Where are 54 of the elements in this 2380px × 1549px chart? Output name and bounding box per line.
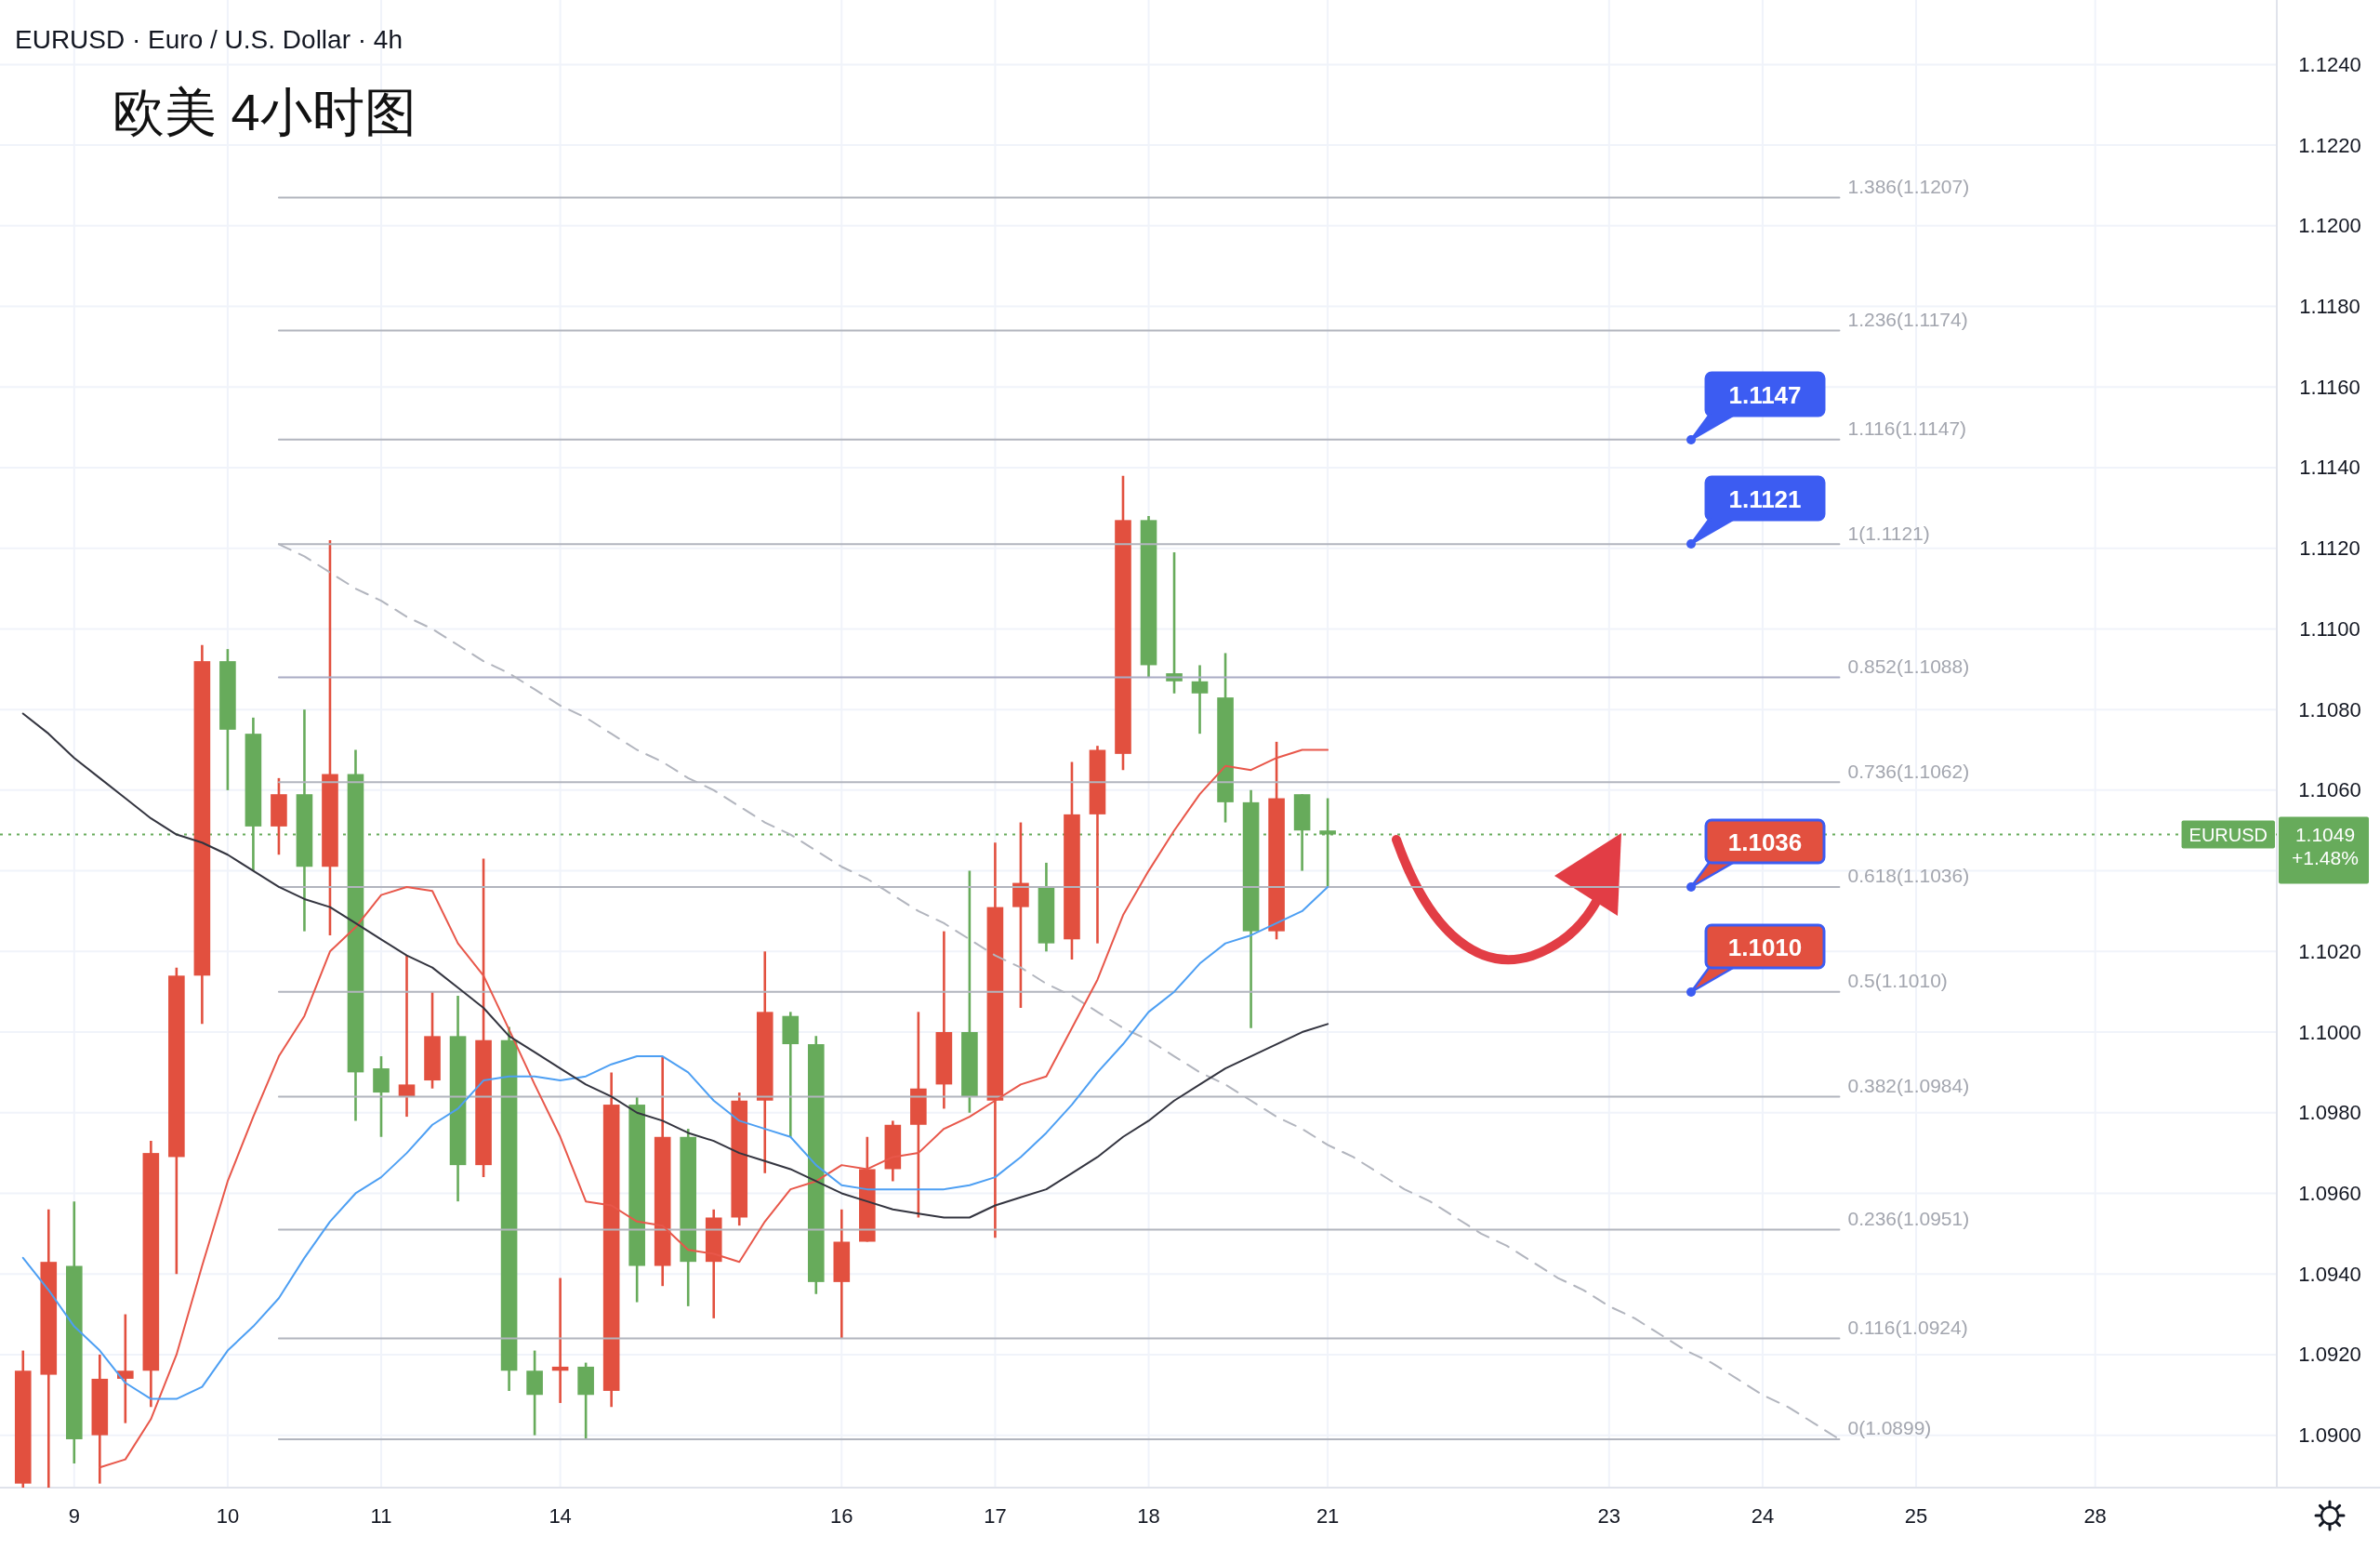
y-tick-label: 1.0980: [2298, 1101, 2361, 1125]
callout: 1.1147: [1686, 371, 1826, 444]
x-tick-label: 17: [984, 1503, 1007, 1528]
x-tick-label: 24: [1751, 1503, 1775, 1528]
y-tick-label: 1.1120: [2299, 536, 2360, 561]
callout: 1.1010: [1686, 923, 1826, 997]
annotation: 1.1036: [1727, 828, 1803, 856]
x-tick-label: 25: [1904, 1503, 1928, 1528]
series-label: 0(1.0899): [1847, 1417, 1932, 1439]
x-tick-label: 18: [1137, 1503, 1160, 1528]
y-tick-label: 1.1220: [2298, 133, 2361, 157]
ref-line-label: EURUSD: [2188, 824, 2268, 845]
x-tick-label: 23: [1597, 1503, 1621, 1528]
y-tick-label: 1.1180: [2299, 295, 2360, 319]
callout: 1.1036: [1686, 818, 1826, 892]
series-label: 1.236(1.1174): [1847, 309, 1968, 331]
annotation: 1.1147: [1728, 381, 1802, 409]
text: 欧美 4小时图: [112, 83, 416, 141]
y-tick-label: 1.1020: [2298, 939, 2361, 963]
series-label: 0.736(1.1062): [1847, 760, 1970, 782]
series-label: 1(1.1121): [1847, 522, 1930, 544]
y-tick-label: 1.1140: [2299, 456, 2360, 480]
y-tick-label: 1.1080: [2298, 697, 2361, 722]
series-label: 0.852(1.1088): [1847, 655, 1970, 677]
y-tick-label: 1.0900: [2298, 1423, 2361, 1448]
x-tick-label: 14: [549, 1503, 572, 1528]
annotation: 1.1121: [1728, 485, 1802, 513]
y-tick-label: 1.1200: [2298, 214, 2361, 238]
y-tick-label: 1.1160: [2299, 375, 2360, 399]
x-tick-label: 11: [370, 1503, 392, 1528]
ref-label: EURUSD: [2181, 820, 2275, 849]
callout: 1.1121: [1686, 475, 1826, 549]
price-tag: 1.1049 +1.48%: [2279, 816, 2369, 884]
x-tick-label: 9: [68, 1503, 80, 1528]
x-tick-label: 16: [830, 1503, 853, 1528]
x-tick-label: 21: [1316, 1503, 1340, 1528]
series-label: 0.116(1.0924): [1847, 1317, 1968, 1339]
x-tick-label: 28: [2083, 1503, 2107, 1528]
series-label: 1.116(1.1147): [1847, 417, 1967, 440]
y-tick-label: 1.1000: [2298, 1020, 2361, 1044]
series-label: 0.382(1.0984): [1847, 1074, 1970, 1096]
text: EURUSD · Euro / U.S. Dollar · 4h: [15, 25, 403, 54]
y-tick-label: 1.1100: [2299, 616, 2360, 641]
x-tick-label: 10: [216, 1503, 240, 1528]
series-label: 1.386(1.1207): [1847, 175, 1970, 197]
y-tick-label: 1.0940: [2298, 1262, 2361, 1286]
series-label: 0.5(1.1010): [1847, 970, 1948, 992]
y-tick-label: 1.0920: [2298, 1343, 2361, 1367]
annotation: 1.1010: [1727, 933, 1803, 961]
series-label: 0.236(1.0951): [1847, 1207, 1970, 1229]
y-tick-label: 1.1240: [2298, 52, 2361, 76]
series-label: 0.618(1.1036): [1847, 865, 1970, 887]
y-tick-label: 1.1060: [2298, 778, 2361, 802]
y-tick-label: 1.0960: [2298, 1181, 2361, 1205]
